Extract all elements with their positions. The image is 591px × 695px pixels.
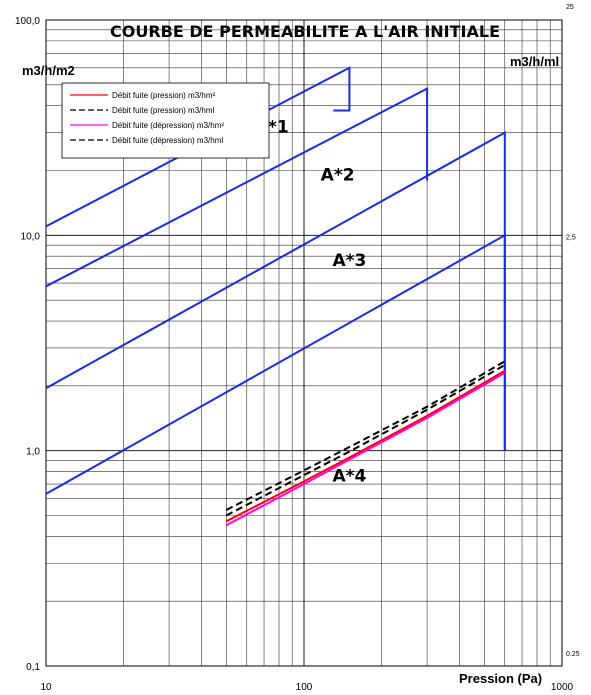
zone-labels: A*1A*2A*3A*4	[255, 118, 367, 487]
zone-label: A*3	[332, 251, 366, 271]
zone-label: A*4	[332, 466, 366, 486]
x-tick-label: 10	[40, 682, 52, 693]
y-axis-left-label: m3/h/m2	[22, 63, 75, 78]
legend-entry: Débit fuite (dépression) m3/hml	[112, 136, 223, 145]
series-line-4	[225, 360, 506, 511]
series	[225, 360, 506, 527]
y-tick-left-label: 0,1	[26, 662, 40, 673]
legend-entry: Débit fuite (pression) m3/hm²	[112, 91, 215, 100]
y-tick-right-label: 2,5	[566, 234, 576, 241]
x-tick-label: 1000	[551, 682, 574, 693]
series-line-1	[225, 369, 506, 523]
series-line-2	[225, 364, 506, 517]
legend: Débit fuite (pression) m3/hm² Débit fuite…	[61, 82, 270, 159]
x-axis-label: Pression (Pa)	[459, 671, 542, 686]
grid	[45, 19, 563, 667]
series-line-3	[225, 371, 506, 527]
plot-frame	[45, 19, 563, 667]
zone-line-2	[45, 86, 429, 288]
y-tick-left-label: 10,0	[21, 231, 41, 242]
zone-line-4	[45, 233, 506, 495]
legend-entry: Débit fuite (dépression) m3/hm²	[112, 121, 224, 130]
y-tick-left-label: 1,0	[26, 447, 40, 458]
tick-labels: 0,1 1,0 10,0 100,0 10 100 1000 0.25 2,5 25	[15, 4, 580, 693]
zone-label: A*2	[321, 165, 355, 185]
y-tick-left-label: 100,0	[15, 16, 40, 27]
zone-line-3	[45, 130, 506, 451]
y-tick-right-label: 25	[566, 4, 574, 11]
chart-title: COURBE DE PERMEABILITE A L'AIR INITIALE	[110, 22, 500, 41]
x-tick-label: 100	[296, 682, 313, 693]
y-tick-right-label: 0.25	[566, 651, 580, 658]
y-axis-right-label: m3/h/ml	[510, 54, 559, 69]
legend-entry: Débit fuite (pression) m3/hml	[112, 106, 214, 115]
